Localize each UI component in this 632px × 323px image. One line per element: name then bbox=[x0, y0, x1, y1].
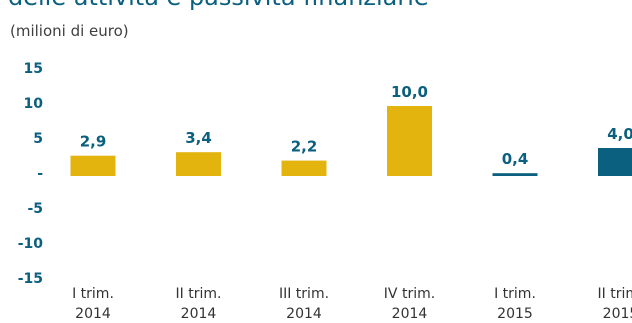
x-tick-label: II trim. bbox=[176, 286, 222, 302]
x-tick-label: IV trim. bbox=[384, 286, 435, 302]
data-labels: 2,9 3,4 2,2 10,0 0,4 4,0 bbox=[80, 83, 632, 168]
bar bbox=[70, 155, 116, 176]
bar bbox=[492, 173, 538, 176]
bar bbox=[281, 160, 327, 176]
x-tick-label: I trim. bbox=[494, 286, 536, 302]
bar bbox=[176, 152, 221, 176]
bar bbox=[598, 148, 632, 176]
y-tick-label: -5 bbox=[27, 201, 43, 217]
x-tick-label-year: 2014 bbox=[181, 306, 217, 322]
x-tick-label-year: 2014 bbox=[392, 306, 428, 322]
data-label: 0,4 bbox=[502, 150, 529, 168]
x-tick-label-year: 2014 bbox=[286, 306, 322, 322]
bar bbox=[387, 106, 432, 176]
x-tick-label: III trim. bbox=[279, 286, 329, 302]
x-tick-label-year: 2014 bbox=[75, 306, 111, 322]
data-label: 4,0 bbox=[607, 125, 632, 143]
chart-title: delle attività e passività finanziarie bbox=[8, 0, 429, 11]
x-tick-label-year: 2015 bbox=[497, 306, 533, 322]
bars bbox=[70, 106, 632, 176]
y-tick-label: - bbox=[37, 166, 43, 182]
y-axis: 15 10 5 - -5 -10 -15 bbox=[18, 61, 44, 287]
chart-subtitle: (milioni di euro) bbox=[10, 22, 129, 40]
y-tick-label: -10 bbox=[18, 236, 44, 252]
data-label: 2,2 bbox=[291, 138, 318, 156]
data-label: 10,0 bbox=[391, 83, 428, 101]
x-tick-label: I trim. bbox=[72, 286, 114, 302]
x-tick-label-year: 2015 bbox=[603, 306, 632, 322]
data-label: 3,4 bbox=[185, 129, 212, 147]
y-tick-label: 5 bbox=[33, 131, 43, 147]
y-tick-label: 15 bbox=[24, 61, 43, 77]
data-label: 2,9 bbox=[80, 133, 107, 151]
y-tick-label: 10 bbox=[24, 96, 44, 112]
y-tick-label: -15 bbox=[18, 271, 43, 287]
x-axis: I trim. 2014 II trim. 2014 III trim. 2014 IV t… bbox=[72, 286, 632, 322]
x-tick-label: II trim. bbox=[598, 286, 632, 302]
